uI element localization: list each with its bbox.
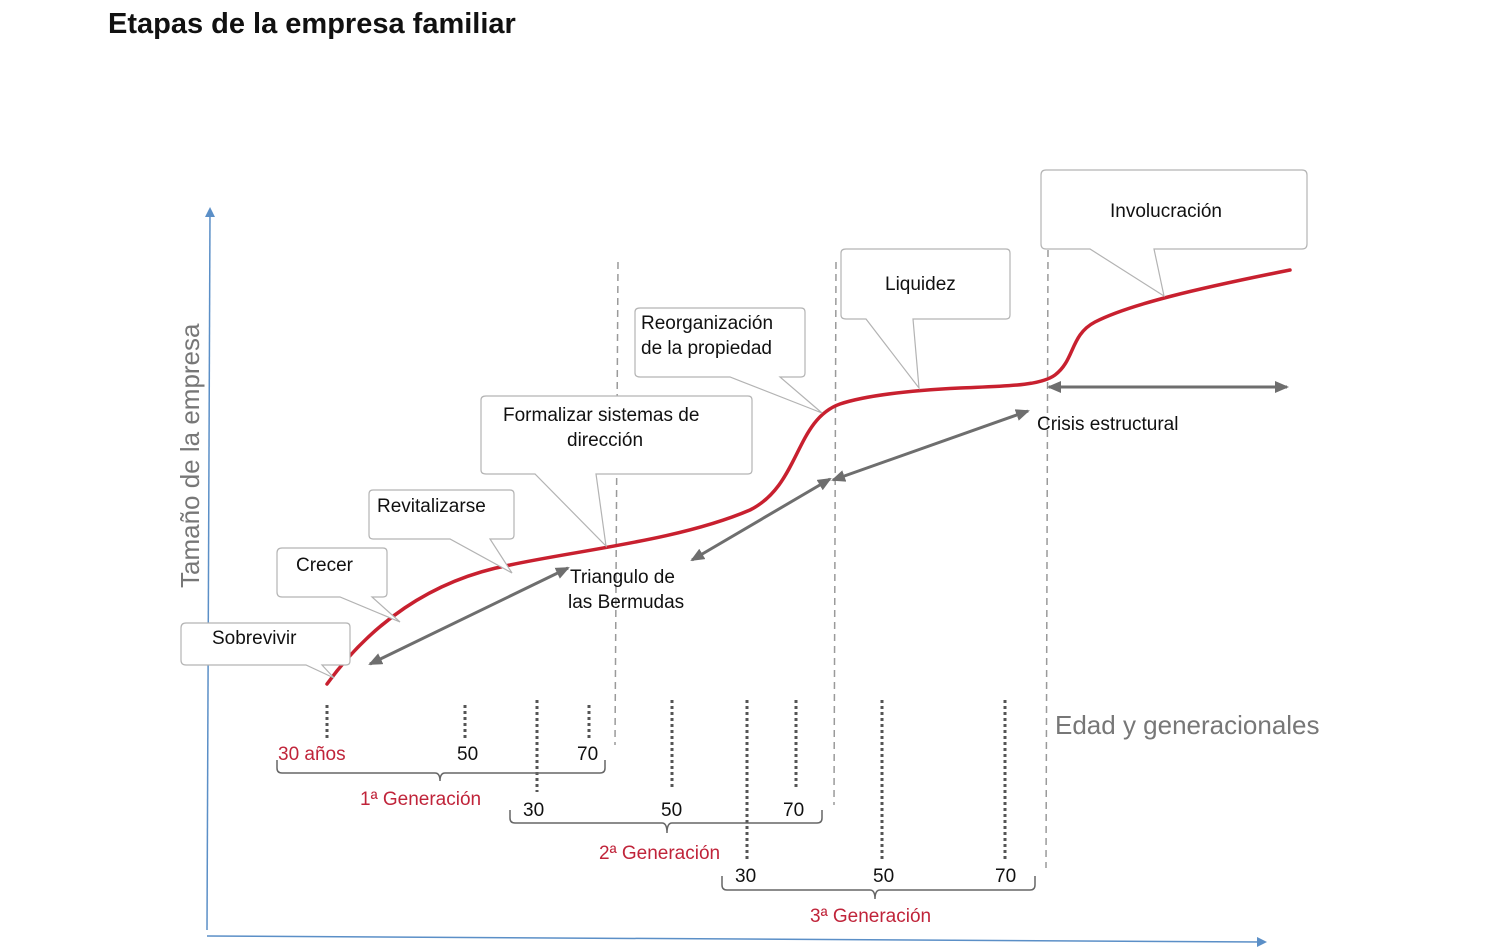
gen3-mid-age: 50	[873, 866, 894, 887]
callout-liquidez-label: Liquidez	[885, 274, 956, 295]
triangulo-label-2: las Bermudas	[568, 592, 684, 613]
callout-reorganizacion-label-1: Reorganización	[641, 313, 773, 334]
callout-involucracion-label: Involucración	[1110, 201, 1222, 222]
phase-separator	[1045, 249, 1049, 869]
generation-3: 30 50 70 3ª Generación	[721, 866, 1036, 927]
callout-formalizar: Formalizar sistemas de dirección	[480, 395, 753, 548]
gen3-bracket	[721, 876, 1036, 900]
generation-2: 30 50 70 2ª Generación	[509, 800, 823, 864]
gen2-label: 2ª Generación	[599, 843, 720, 864]
y-axis	[204, 207, 215, 931]
gen1-mid-age: 50	[457, 744, 478, 765]
y-axis-label: Tamaño de la empresa	[175, 323, 205, 588]
gen2-mid-age: 50	[661, 800, 682, 821]
phase-separator	[614, 261, 619, 746]
bermuda-arrow-middle	[690, 477, 832, 562]
callout-formalizar-label-2: dirección	[567, 430, 643, 451]
gen1-end-age: 70	[577, 744, 598, 765]
gen1-start-age: 30 años	[278, 744, 346, 765]
x-axis-label: Edad y generacionales	[1055, 710, 1320, 740]
triangulo-label-1: Triangulo de	[570, 567, 675, 588]
growth-curve	[325, 268, 1292, 686]
callout-revitalizarse-label: Revitalizarse	[377, 496, 486, 517]
callout-liquidez: Liquidez	[840, 248, 1011, 390]
bermuda-arrow-right	[831, 409, 1030, 482]
gen3-label: 3ª Generación	[810, 906, 931, 927]
generation-1: 30 años 50 70 1ª Generación	[276, 744, 606, 810]
gen2-end-age: 70	[783, 800, 804, 821]
gen3-start-age: 30	[735, 866, 756, 887]
callout-revitalizarse: Revitalizarse	[368, 489, 515, 574]
callout-reorganizacion: Reorganización de la propiedad	[634, 307, 823, 414]
age-tick-markers	[325, 700, 1007, 860]
callout-crecer: Crecer	[276, 547, 401, 623]
gen1-bracket	[276, 760, 606, 782]
crisis-label: Crisis estructural	[1037, 414, 1178, 435]
callout-reorganizacion-label-2: de la propiedad	[641, 338, 772, 359]
page-title: Etapas de la empresa familiar	[108, 8, 516, 40]
callout-crecer-label: Crecer	[296, 555, 354, 576]
callout-sobrevivir-label: Sobrevivir	[212, 628, 297, 649]
gen2-start-age: 30	[523, 800, 544, 821]
gen3-end-age: 70	[995, 866, 1016, 887]
callout-formalizar-label-1: Formalizar sistemas de	[503, 405, 699, 426]
gen1-label: 1ª Generación	[360, 789, 481, 810]
callout-sobrevivir: Sobrevivir	[180, 622, 351, 679]
phase-separator	[833, 261, 837, 806]
x-axis	[206, 935, 1267, 947]
gen2-bracket	[509, 810, 823, 834]
bermuda-arrow-left	[368, 566, 570, 666]
callout-involucracion: Involucración	[1040, 169, 1308, 298]
